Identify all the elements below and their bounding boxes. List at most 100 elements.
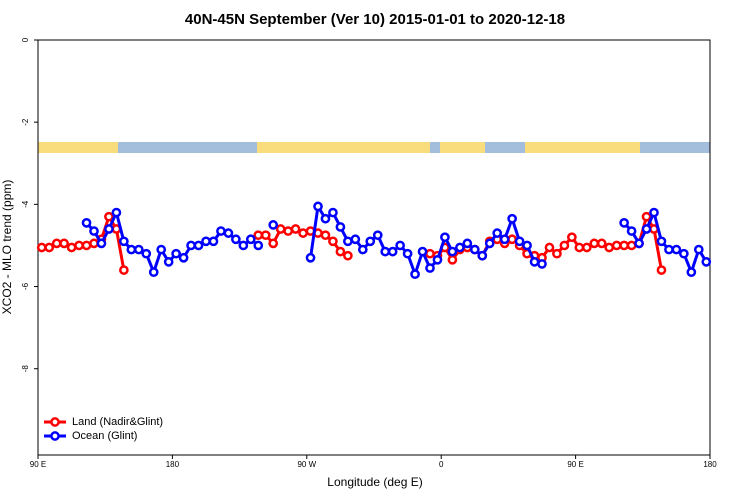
- data-point: [522, 240, 532, 251]
- data-point: [275, 224, 286, 234]
- data-point: [626, 226, 637, 236]
- data-point: [507, 234, 517, 245]
- data-point: [343, 250, 353, 261]
- data-point: [81, 217, 92, 228]
- x-tick-label: 180: [166, 460, 180, 469]
- data-point: [619, 217, 629, 228]
- data-point: [104, 211, 114, 222]
- data-point: [380, 246, 391, 257]
- data-point: [253, 240, 264, 251]
- series-line: [85, 202, 708, 279]
- data-point: [126, 244, 137, 255]
- x-axis-label: Longitude (deg E): [327, 475, 422, 489]
- data-point: [313, 201, 323, 212]
- data-point: [656, 236, 667, 247]
- data-point: [395, 240, 405, 251]
- data-point: [245, 234, 256, 245]
- strip-land: [257, 142, 430, 153]
- data-point: [343, 236, 353, 247]
- y-tick-label: -2: [21, 118, 30, 126]
- data-point: [611, 240, 622, 251]
- data-point: [104, 224, 114, 234]
- data-point: [469, 244, 480, 255]
- data-point: [619, 240, 629, 251]
- data-point: [231, 234, 241, 245]
- data-point: [492, 228, 503, 238]
- data-point: [425, 263, 435, 273]
- legend-marker: [50, 431, 60, 441]
- data-point: [178, 252, 189, 263]
- data-point: [455, 242, 465, 253]
- data-point: [216, 226, 226, 236]
- x-tick-label: 90 E: [567, 460, 583, 469]
- data-point: [649, 207, 659, 218]
- data-point: [141, 248, 152, 259]
- strip-land: [38, 142, 118, 153]
- data-point: [193, 240, 204, 251]
- data-point: [268, 238, 279, 249]
- data-point: [268, 220, 279, 230]
- data-point: [148, 267, 159, 278]
- data-point: [260, 230, 271, 241]
- y-tick-label: -8: [21, 365, 30, 373]
- data-point: [484, 238, 495, 249]
- data-point: [544, 242, 555, 253]
- data-point: [320, 213, 331, 224]
- legend-marker: [50, 417, 60, 427]
- data-point: [335, 246, 346, 257]
- data-point: [477, 250, 488, 261]
- data-point: [335, 222, 346, 232]
- data-point: [357, 244, 368, 255]
- data-point: [290, 224, 301, 234]
- data-point: [119, 265, 129, 275]
- data-point: [604, 242, 615, 253]
- y-tick-label: -6: [21, 282, 30, 290]
- data-point: [186, 240, 196, 251]
- data-point: [552, 248, 562, 259]
- chart-title: 40N-45N September (Ver 10) 2015-01-01 to…: [185, 11, 565, 28]
- data-point: [89, 238, 99, 249]
- data-point: [253, 230, 264, 241]
- data-point: [447, 246, 458, 257]
- data-point: [163, 257, 174, 267]
- data-point: [425, 248, 435, 259]
- data-point: [283, 226, 293, 236]
- data-point: [36, 242, 47, 253]
- data-point: [96, 238, 107, 249]
- data-point: [111, 207, 122, 218]
- data-point: [59, 238, 69, 249]
- data-point: [417, 246, 428, 257]
- data-point: [305, 252, 316, 263]
- data-point: [634, 238, 644, 249]
- data-point: [626, 240, 637, 251]
- data-point: [89, 226, 99, 236]
- x-tick-label: 90 E: [30, 460, 46, 469]
- strip-land: [440, 142, 485, 153]
- data-point: [567, 232, 577, 243]
- data-point: [656, 265, 667, 275]
- data-point: [641, 211, 652, 222]
- y-tick-label: -4: [21, 200, 30, 208]
- data-point: [440, 232, 450, 243]
- data-point: [365, 236, 376, 247]
- data-point: [664, 244, 674, 255]
- data-point: [701, 257, 712, 267]
- strip-land: [525, 142, 640, 153]
- data-point: [238, 240, 249, 251]
- x-tick-label: 180: [703, 460, 717, 469]
- data-point: [387, 246, 398, 257]
- data-point: [679, 248, 689, 259]
- data-point: [671, 244, 682, 255]
- data-point: [81, 240, 92, 251]
- data-point: [574, 242, 585, 253]
- x-tick-label: 0: [439, 460, 444, 469]
- data-point: [208, 236, 219, 247]
- data-point: [402, 248, 413, 259]
- data-point: [320, 230, 331, 241]
- data-point: [462, 238, 473, 249]
- data-point: [410, 269, 420, 280]
- data-point: [51, 238, 62, 249]
- data-point: [74, 240, 84, 251]
- data-point: [693, 244, 704, 255]
- data-point: [298, 228, 308, 238]
